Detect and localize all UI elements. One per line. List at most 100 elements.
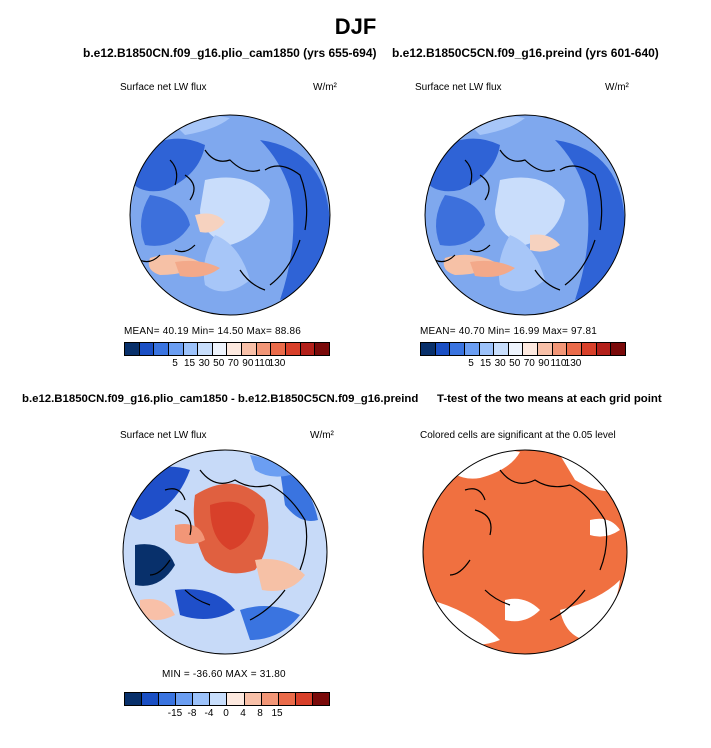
- colorbar-swatch: [538, 343, 553, 355]
- stats-tl: MEAN= 40.19 Min= 14.50 Max= 88.86: [124, 326, 301, 337]
- colorbar-swatch: [261, 693, 279, 705]
- region-siberia-tl: [203, 235, 250, 292]
- region-dneg5-bl: [280, 470, 318, 521]
- sig-label-br: Colored cells are significant at the 0.0…: [420, 430, 616, 441]
- colorbar-swatch: [552, 343, 568, 355]
- colorbar-swatch: [125, 343, 140, 355]
- colorbar-swatch: [139, 343, 155, 355]
- region-east-tr: [555, 140, 625, 300]
- colorbar-tick-label: 50: [213, 358, 225, 369]
- colorbar-tick-label: 8: [257, 708, 263, 719]
- colorbar-tick-label: 130: [268, 358, 286, 369]
- colorbar-tick-label: 15: [480, 358, 492, 369]
- stats-tr: MEAN= 40.70 Min= 16.99 Max= 97.81: [420, 326, 597, 337]
- colorbar-swatch: [312, 693, 329, 705]
- coastlines-tr: [434, 149, 603, 291]
- region-siberia-tr: [498, 235, 545, 292]
- units-label-bl: W/m²: [310, 430, 334, 441]
- colorbar-ticks-tr: 5 15 30 50 70 90 110 130: [420, 358, 624, 370]
- colorbar-tick-label: 15: [184, 358, 196, 369]
- colorbar-swatch: [193, 693, 211, 705]
- region-dneg3-bl: [175, 589, 235, 619]
- region-hudson-tl: [141, 195, 190, 246]
- colorbar-ticks-bl: -15 -8 -4 0 4 8 15: [124, 708, 328, 720]
- units-label-tr: W/m²: [605, 82, 629, 93]
- region-nonsig5-br: [505, 598, 540, 622]
- colorbar-swatch: [159, 693, 177, 705]
- colorbar-swatch: [256, 343, 272, 355]
- map-border-bl: [122, 449, 328, 655]
- colorbar-tick-label: 110: [254, 358, 271, 369]
- panel-title-bl: b.e12.B1850CN.f09_g16.plio_cam1850 - b.e…: [22, 393, 419, 405]
- colorbar-swatch: [198, 343, 213, 355]
- stats-bl: MIN = -36.60 MAX = 31.80: [162, 669, 286, 680]
- colorbar-swatch: [494, 343, 509, 355]
- colorbar-tick-label: 90: [538, 358, 550, 369]
- region-warm3-tr: [530, 234, 560, 252]
- region-dneg6-bl: [250, 455, 290, 477]
- colorbar-tick-label: 0: [223, 708, 229, 719]
- units-label-tl: W/m²: [313, 82, 337, 93]
- region-dpos3-bl: [255, 559, 305, 591]
- map-border-br: [422, 449, 628, 655]
- colorbar-tr: [420, 342, 626, 356]
- colorbar-swatch: [142, 693, 160, 705]
- colorbar-tick-label: 70: [523, 358, 535, 369]
- colorbar-tick-label: 5: [468, 358, 474, 369]
- region-east-tl: [260, 140, 330, 300]
- colorbar-swatch: [435, 343, 451, 355]
- region-warm2-tl: [175, 260, 220, 277]
- colorbar-swatch: [286, 343, 301, 355]
- colorbar-tick-label: -8: [187, 708, 197, 719]
- colorbar-swatch: [212, 343, 228, 355]
- var-label-tl: Surface net LW flux: [120, 82, 207, 93]
- colorbar-swatch: [278, 693, 296, 705]
- colorbar-swatch: [295, 693, 313, 705]
- region-nonsig6-br: [590, 518, 620, 537]
- colorbar-swatch: [210, 693, 228, 705]
- coastlines-tl: [139, 149, 308, 291]
- colorbar-swatch: [611, 343, 625, 355]
- var-label-bl: Surface net LW flux: [120, 430, 207, 441]
- colorbar-swatch: [125, 693, 143, 705]
- colorbar-swatch: [523, 343, 539, 355]
- colorbar-tick-label: 30: [494, 358, 506, 369]
- colorbar-swatch: [582, 343, 597, 355]
- colorbar-swatch: [271, 343, 287, 355]
- var-label-tr: Surface net LW flux: [415, 82, 502, 93]
- colorbar-bl: [124, 692, 330, 706]
- colorbar-tick-label: 15: [271, 708, 283, 719]
- colorbar-swatch: [168, 343, 184, 355]
- colorbar-swatch: [479, 343, 495, 355]
- colorbar-tick-label: -15: [167, 708, 183, 719]
- region-arctic-tr: [495, 177, 565, 245]
- colorbar-swatch: [315, 343, 329, 355]
- map-border-tl: [129, 114, 331, 316]
- panel-title-br: T-test of the two means at each grid poi…: [437, 393, 662, 405]
- colorbar-swatch: [464, 343, 480, 355]
- colorbar-ticks-tl: 5 15 30 50 70 90 110 130: [124, 358, 328, 370]
- region-dneg2-bl: [135, 544, 175, 586]
- region-warm2-tr: [470, 260, 515, 277]
- colorbar-tick-label: 50: [509, 358, 521, 369]
- colorbar-swatch: [242, 343, 257, 355]
- colorbar-swatch: [300, 343, 316, 355]
- coastlines-bl: [149, 469, 308, 621]
- colorbar-swatch: [567, 343, 583, 355]
- region-hudson-tr: [436, 195, 485, 246]
- colorbar-tick-label: 90: [242, 358, 254, 369]
- panel-title-tr: b.e12.B1850C5CN.f09_g16.preind (yrs 601-…: [392, 46, 659, 60]
- panel-title-tl: b.e12.B1850CN.f09_g16.plio_cam1850 (yrs …: [83, 46, 377, 60]
- colorbar-tick-label: 110: [550, 358, 567, 369]
- region-warm3-tl: [195, 213, 225, 233]
- colorbar-swatch: [508, 343, 524, 355]
- colorbar-swatch: [227, 693, 245, 705]
- region-dpos4-bl: [140, 599, 175, 620]
- coastlines-br: [449, 469, 608, 621]
- colorbar-tick-label: 4: [240, 708, 246, 719]
- map-border-tr: [424, 114, 626, 316]
